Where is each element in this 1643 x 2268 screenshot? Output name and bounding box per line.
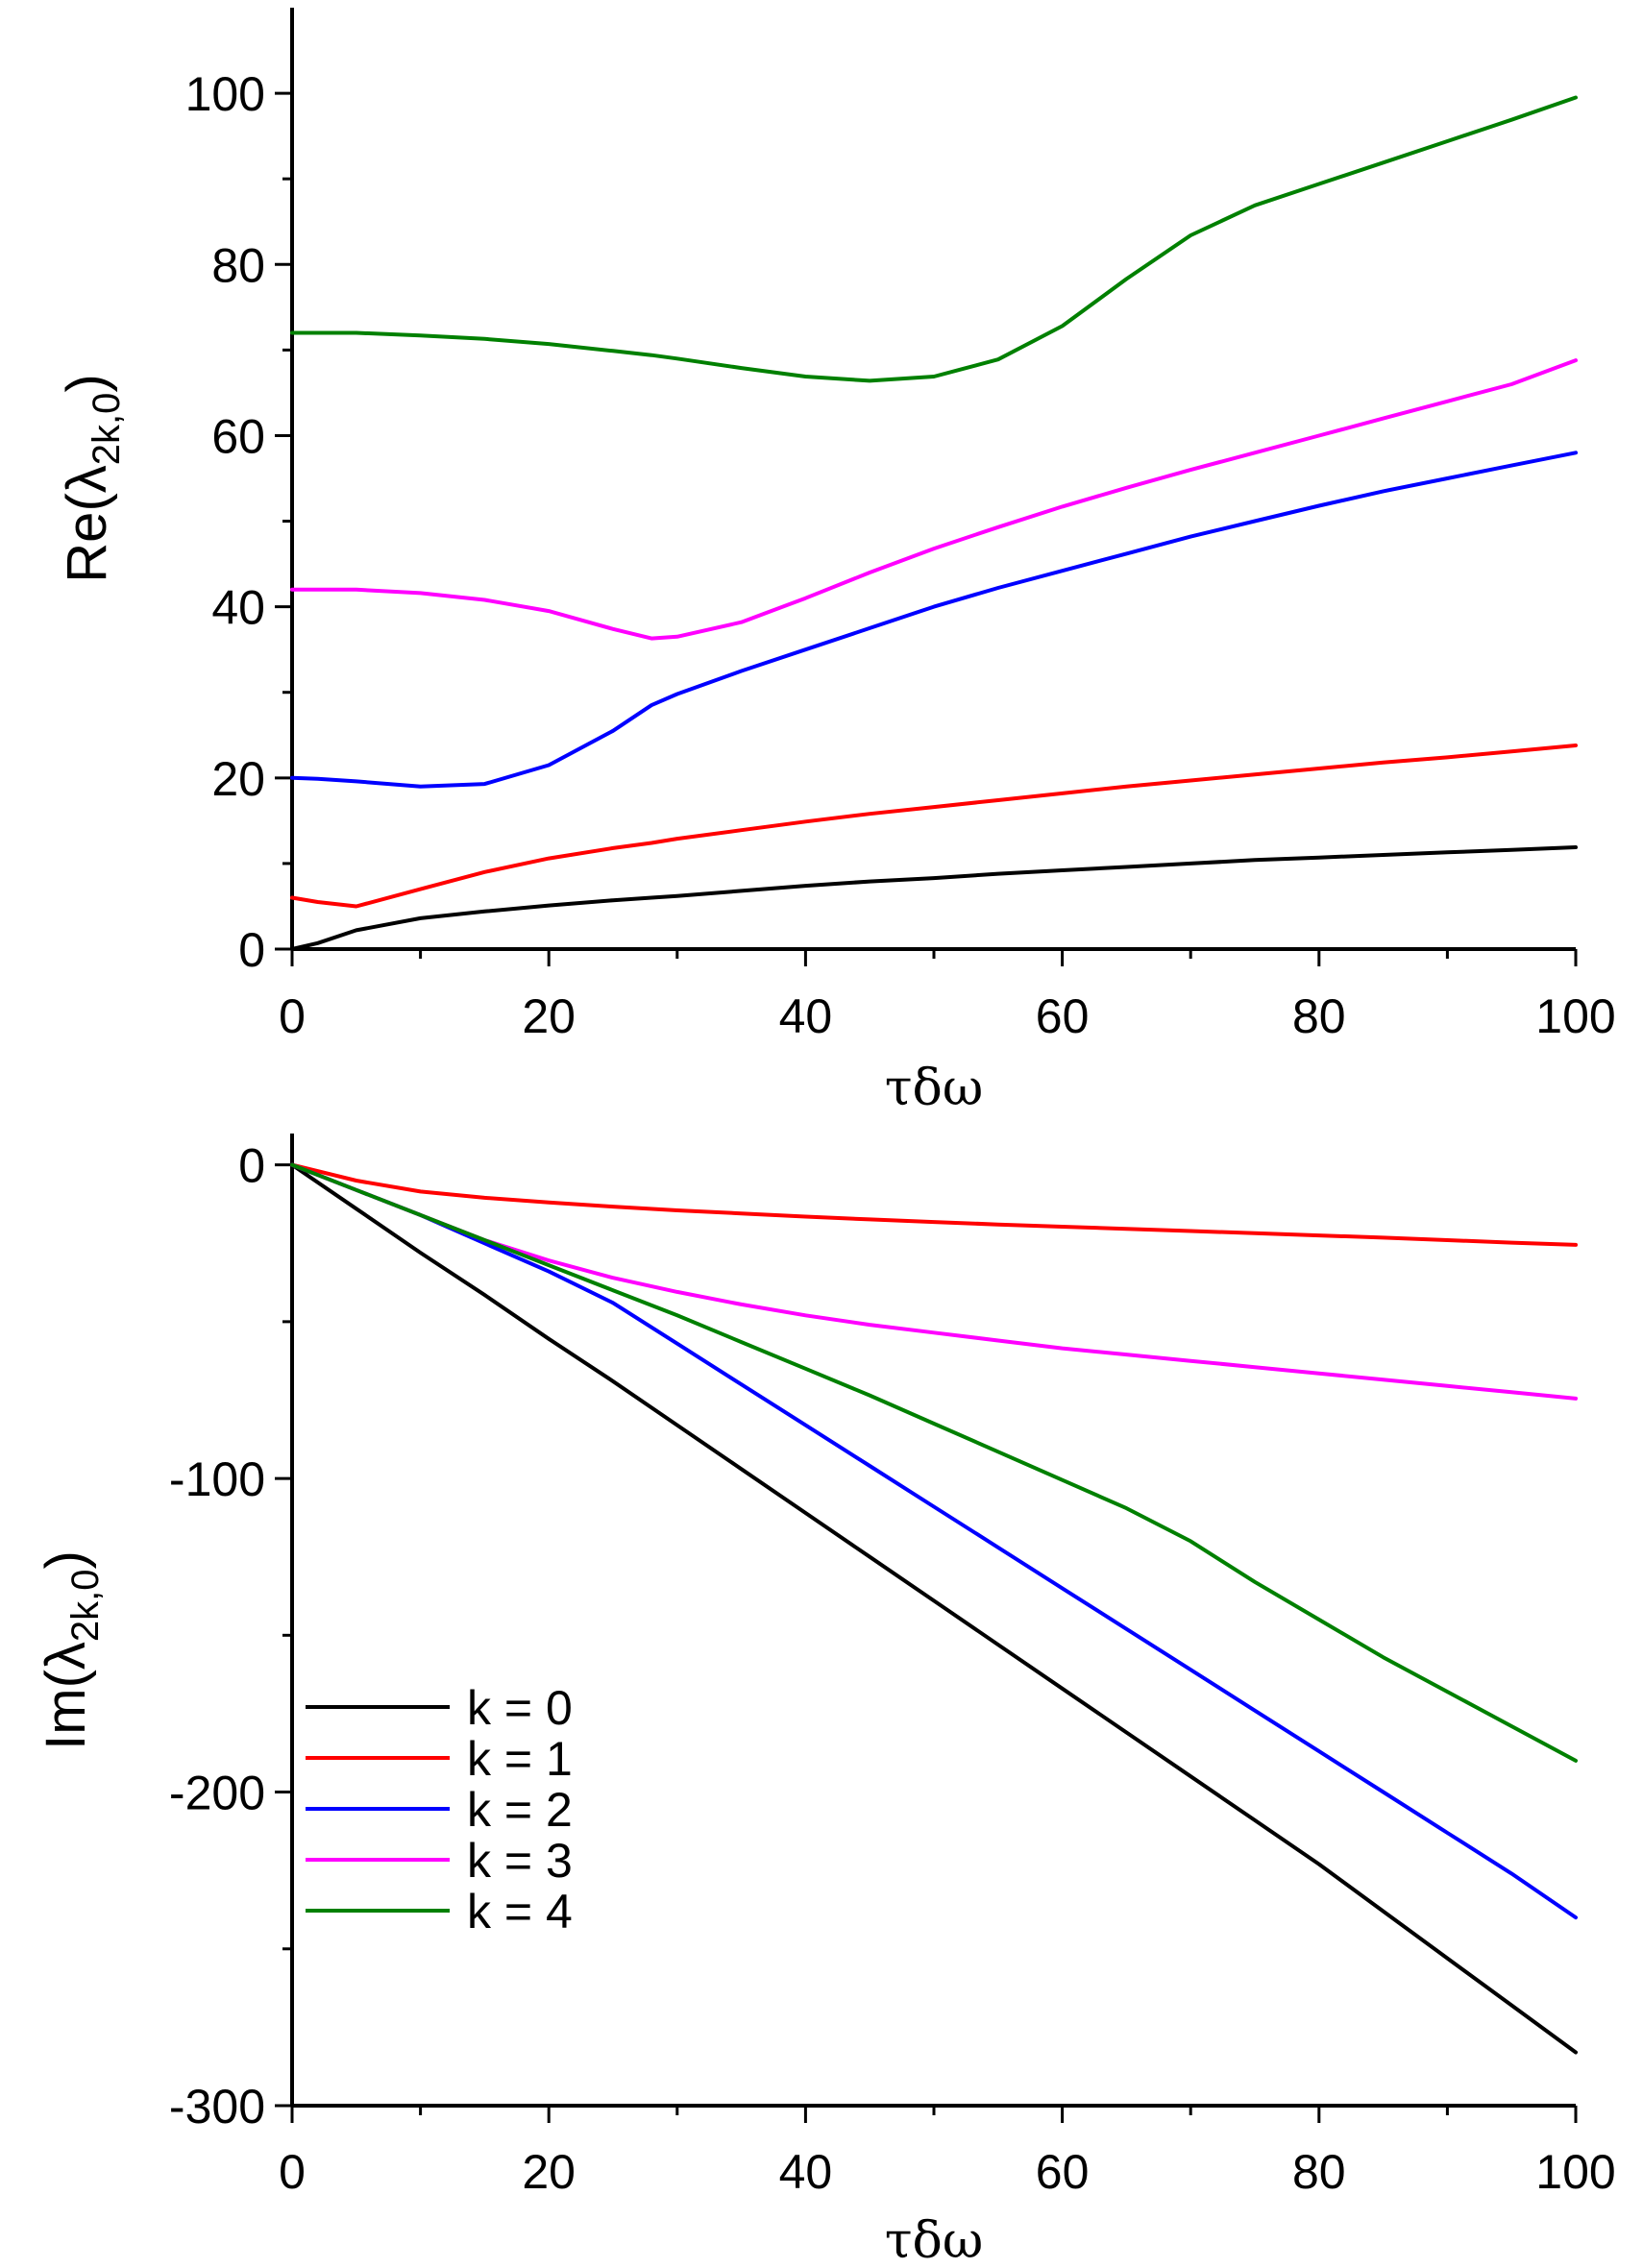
re-y-tick-label: 60 [211, 409, 265, 463]
re-y-tick-label: 0 [238, 923, 265, 977]
re-x-tick-label: 40 [779, 989, 833, 1043]
legend: k = 0k = 1k = 2k = 3k = 4 [306, 1681, 573, 1939]
re-series-line-k1 [290, 744, 1578, 909]
im-x-tick-label: 20 [522, 2145, 576, 2199]
legend-label-k1: k = 1 [467, 1732, 573, 1786]
re-y-axis-label-main: Re(λ [56, 465, 118, 582]
im-y-tick-label: -300 [169, 2080, 265, 2134]
im-y-tick-label: 0 [238, 1139, 265, 1193]
im-series-line-k2 [290, 1162, 1578, 1920]
im-x-tick-label: 60 [1036, 2145, 1090, 2199]
re-y-axis-label-close: ) [56, 374, 118, 392]
re-x-tick-label: 60 [1036, 989, 1090, 1043]
im-x-tick-label: 40 [779, 2145, 833, 2199]
im-series-line-k4 [290, 1162, 1578, 1763]
legend-label-k4: k = 4 [467, 1885, 573, 1939]
re-x-tick-label: 0 [279, 989, 306, 1043]
re-series-line-k0 [290, 845, 1578, 951]
re-x-tick-label: 20 [522, 989, 576, 1043]
im-y-axis-label-main: Im(λ [35, 1642, 97, 1750]
re-chart-panel: 0 20 40 60 80 100 0 20 40 60 80 100 τδω Re(λ2k,0) [56, 8, 1616, 1117]
im-series-line-k3 [290, 1162, 1578, 1401]
legend-label-k2: k = 2 [467, 1783, 573, 1837]
im-series-line-k0 [290, 1162, 1578, 2055]
im-y-axis-label: Im(λ2k,0) [35, 1550, 107, 1750]
re-y-tick-label: 100 [185, 67, 265, 121]
re-series-line-k3 [290, 358, 1578, 641]
re-series-line-k4 [290, 95, 1578, 383]
im-series-line-k1 [290, 1162, 1578, 1247]
re-y-axis-label-subscript: 2k,0 [86, 393, 128, 466]
im-x-tick-label: 0 [279, 2145, 306, 2199]
legend-label-k0: k = 0 [467, 1681, 573, 1735]
re-y-axis-label: Re(λ2k,0) [56, 374, 128, 582]
im-y-tick-label: -200 [169, 1767, 265, 1820]
re-series-line-k2 [290, 451, 1578, 789]
re-x-tick-label: 80 [1292, 989, 1346, 1043]
legend-label-k3: k = 3 [467, 1834, 573, 1888]
re-y-tick-label: 40 [211, 581, 265, 635]
im-y-tick-label: -100 [169, 1452, 265, 1506]
re-y-tick-label: 80 [211, 238, 265, 292]
im-x-tick-label: 100 [1535, 2145, 1615, 2199]
im-x-axis-label: τδω [885, 2212, 983, 2268]
re-y-tick-label: 20 [211, 752, 265, 806]
re-x-tick-label: 100 [1535, 989, 1615, 1043]
re-x-axis-label: τδω [885, 1060, 983, 1117]
im-chart-panel: 0 20 40 60 80 100 -300 -200 -100 0 τδω Im(λ2k,0) k =… [35, 1134, 1616, 2268]
im-y-axis-label-close: ) [35, 1550, 97, 1569]
im-y-axis-label-subscript: 2k,0 [64, 1569, 107, 1642]
im-x-tick-label: 80 [1292, 2145, 1346, 2199]
